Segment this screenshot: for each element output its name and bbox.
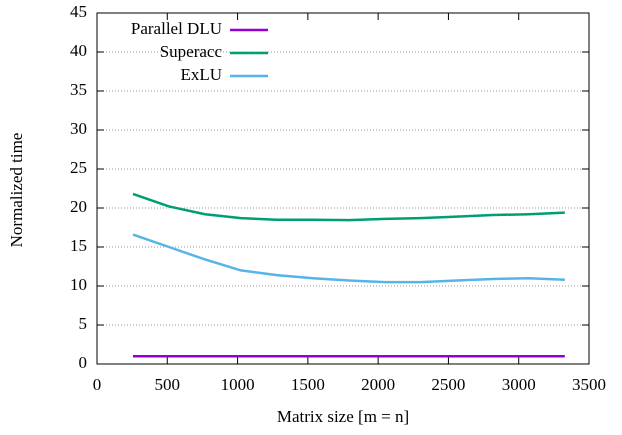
legend-label: ExLU	[180, 65, 222, 84]
y-axis-label: Normalized time	[7, 133, 26, 248]
y-tick-label: 35	[70, 80, 87, 99]
y-tick-label: 30	[70, 119, 87, 138]
x-tick-label: 3000	[502, 375, 536, 394]
y-tick-label: 10	[70, 275, 87, 294]
legend-label: Parallel DLU	[131, 19, 222, 38]
x-axis-label: Matrix size [m = n]	[277, 407, 409, 426]
x-tick-label: 1000	[221, 375, 255, 394]
y-tick-label: 40	[70, 41, 87, 60]
y-tick-label: 20	[70, 197, 87, 216]
x-tick-label: 2000	[361, 375, 395, 394]
x-tick-label: 0	[93, 375, 102, 394]
x-tick-label: 1500	[291, 375, 325, 394]
legend-label: Superacc	[160, 42, 223, 61]
y-tick-label: 5	[79, 314, 88, 333]
y-tick-label: 25	[70, 158, 87, 177]
y-tick-label: 0	[79, 353, 88, 372]
x-tick-label: 3500	[572, 375, 606, 394]
y-tick-label: 45	[70, 2, 87, 21]
y-tick-label: 15	[70, 236, 87, 255]
x-tick-label: 500	[155, 375, 181, 394]
series-line	[132, 233, 565, 284]
plot-frame	[96, 12, 590, 365]
series-line	[132, 192, 565, 222]
x-tick-label: 2500	[431, 375, 465, 394]
